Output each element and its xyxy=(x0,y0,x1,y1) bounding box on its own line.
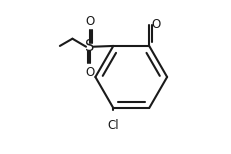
Text: O: O xyxy=(151,18,160,31)
Text: S: S xyxy=(85,39,94,54)
Text: O: O xyxy=(85,66,94,79)
Text: Cl: Cl xyxy=(107,119,119,132)
Text: O: O xyxy=(85,15,94,28)
